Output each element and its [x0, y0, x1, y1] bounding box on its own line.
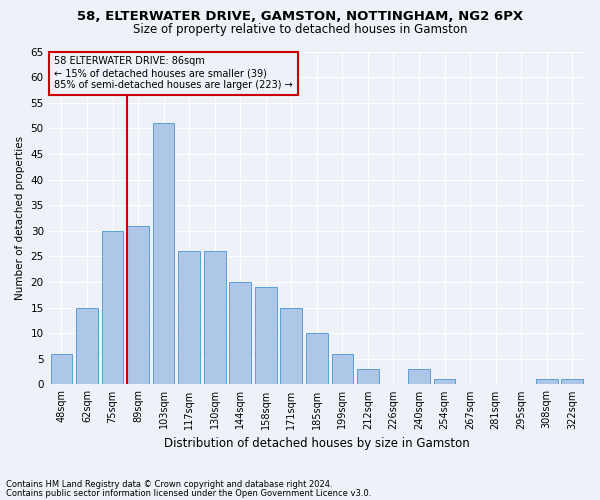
Text: Size of property relative to detached houses in Gamston: Size of property relative to detached ho… [133, 22, 467, 36]
Bar [434, 380, 455, 384]
Bar [153, 123, 175, 384]
Bar [255, 287, 277, 384]
Bar [178, 252, 200, 384]
Bar [332, 354, 353, 384]
Bar [280, 308, 302, 384]
Bar [408, 369, 430, 384]
X-axis label: Distribution of detached houses by size in Gamston: Distribution of detached houses by size … [164, 437, 470, 450]
Y-axis label: Number of detached properties: Number of detached properties [15, 136, 25, 300]
Text: Contains public sector information licensed under the Open Government Licence v3: Contains public sector information licen… [6, 489, 371, 498]
Bar [229, 282, 251, 384]
Text: 58 ELTERWATER DRIVE: 86sqm
← 15% of detached houses are smaller (39)
85% of semi: 58 ELTERWATER DRIVE: 86sqm ← 15% of deta… [54, 56, 293, 90]
Bar [50, 354, 72, 384]
Bar [204, 252, 226, 384]
Bar [127, 226, 149, 384]
Text: Contains HM Land Registry data © Crown copyright and database right 2024.: Contains HM Land Registry data © Crown c… [6, 480, 332, 489]
Bar [357, 369, 379, 384]
Bar [76, 308, 98, 384]
Bar [306, 333, 328, 384]
Bar [536, 380, 557, 384]
Bar [562, 380, 583, 384]
Text: 58, ELTERWATER DRIVE, GAMSTON, NOTTINGHAM, NG2 6PX: 58, ELTERWATER DRIVE, GAMSTON, NOTTINGHA… [77, 10, 523, 23]
Bar [101, 231, 124, 384]
